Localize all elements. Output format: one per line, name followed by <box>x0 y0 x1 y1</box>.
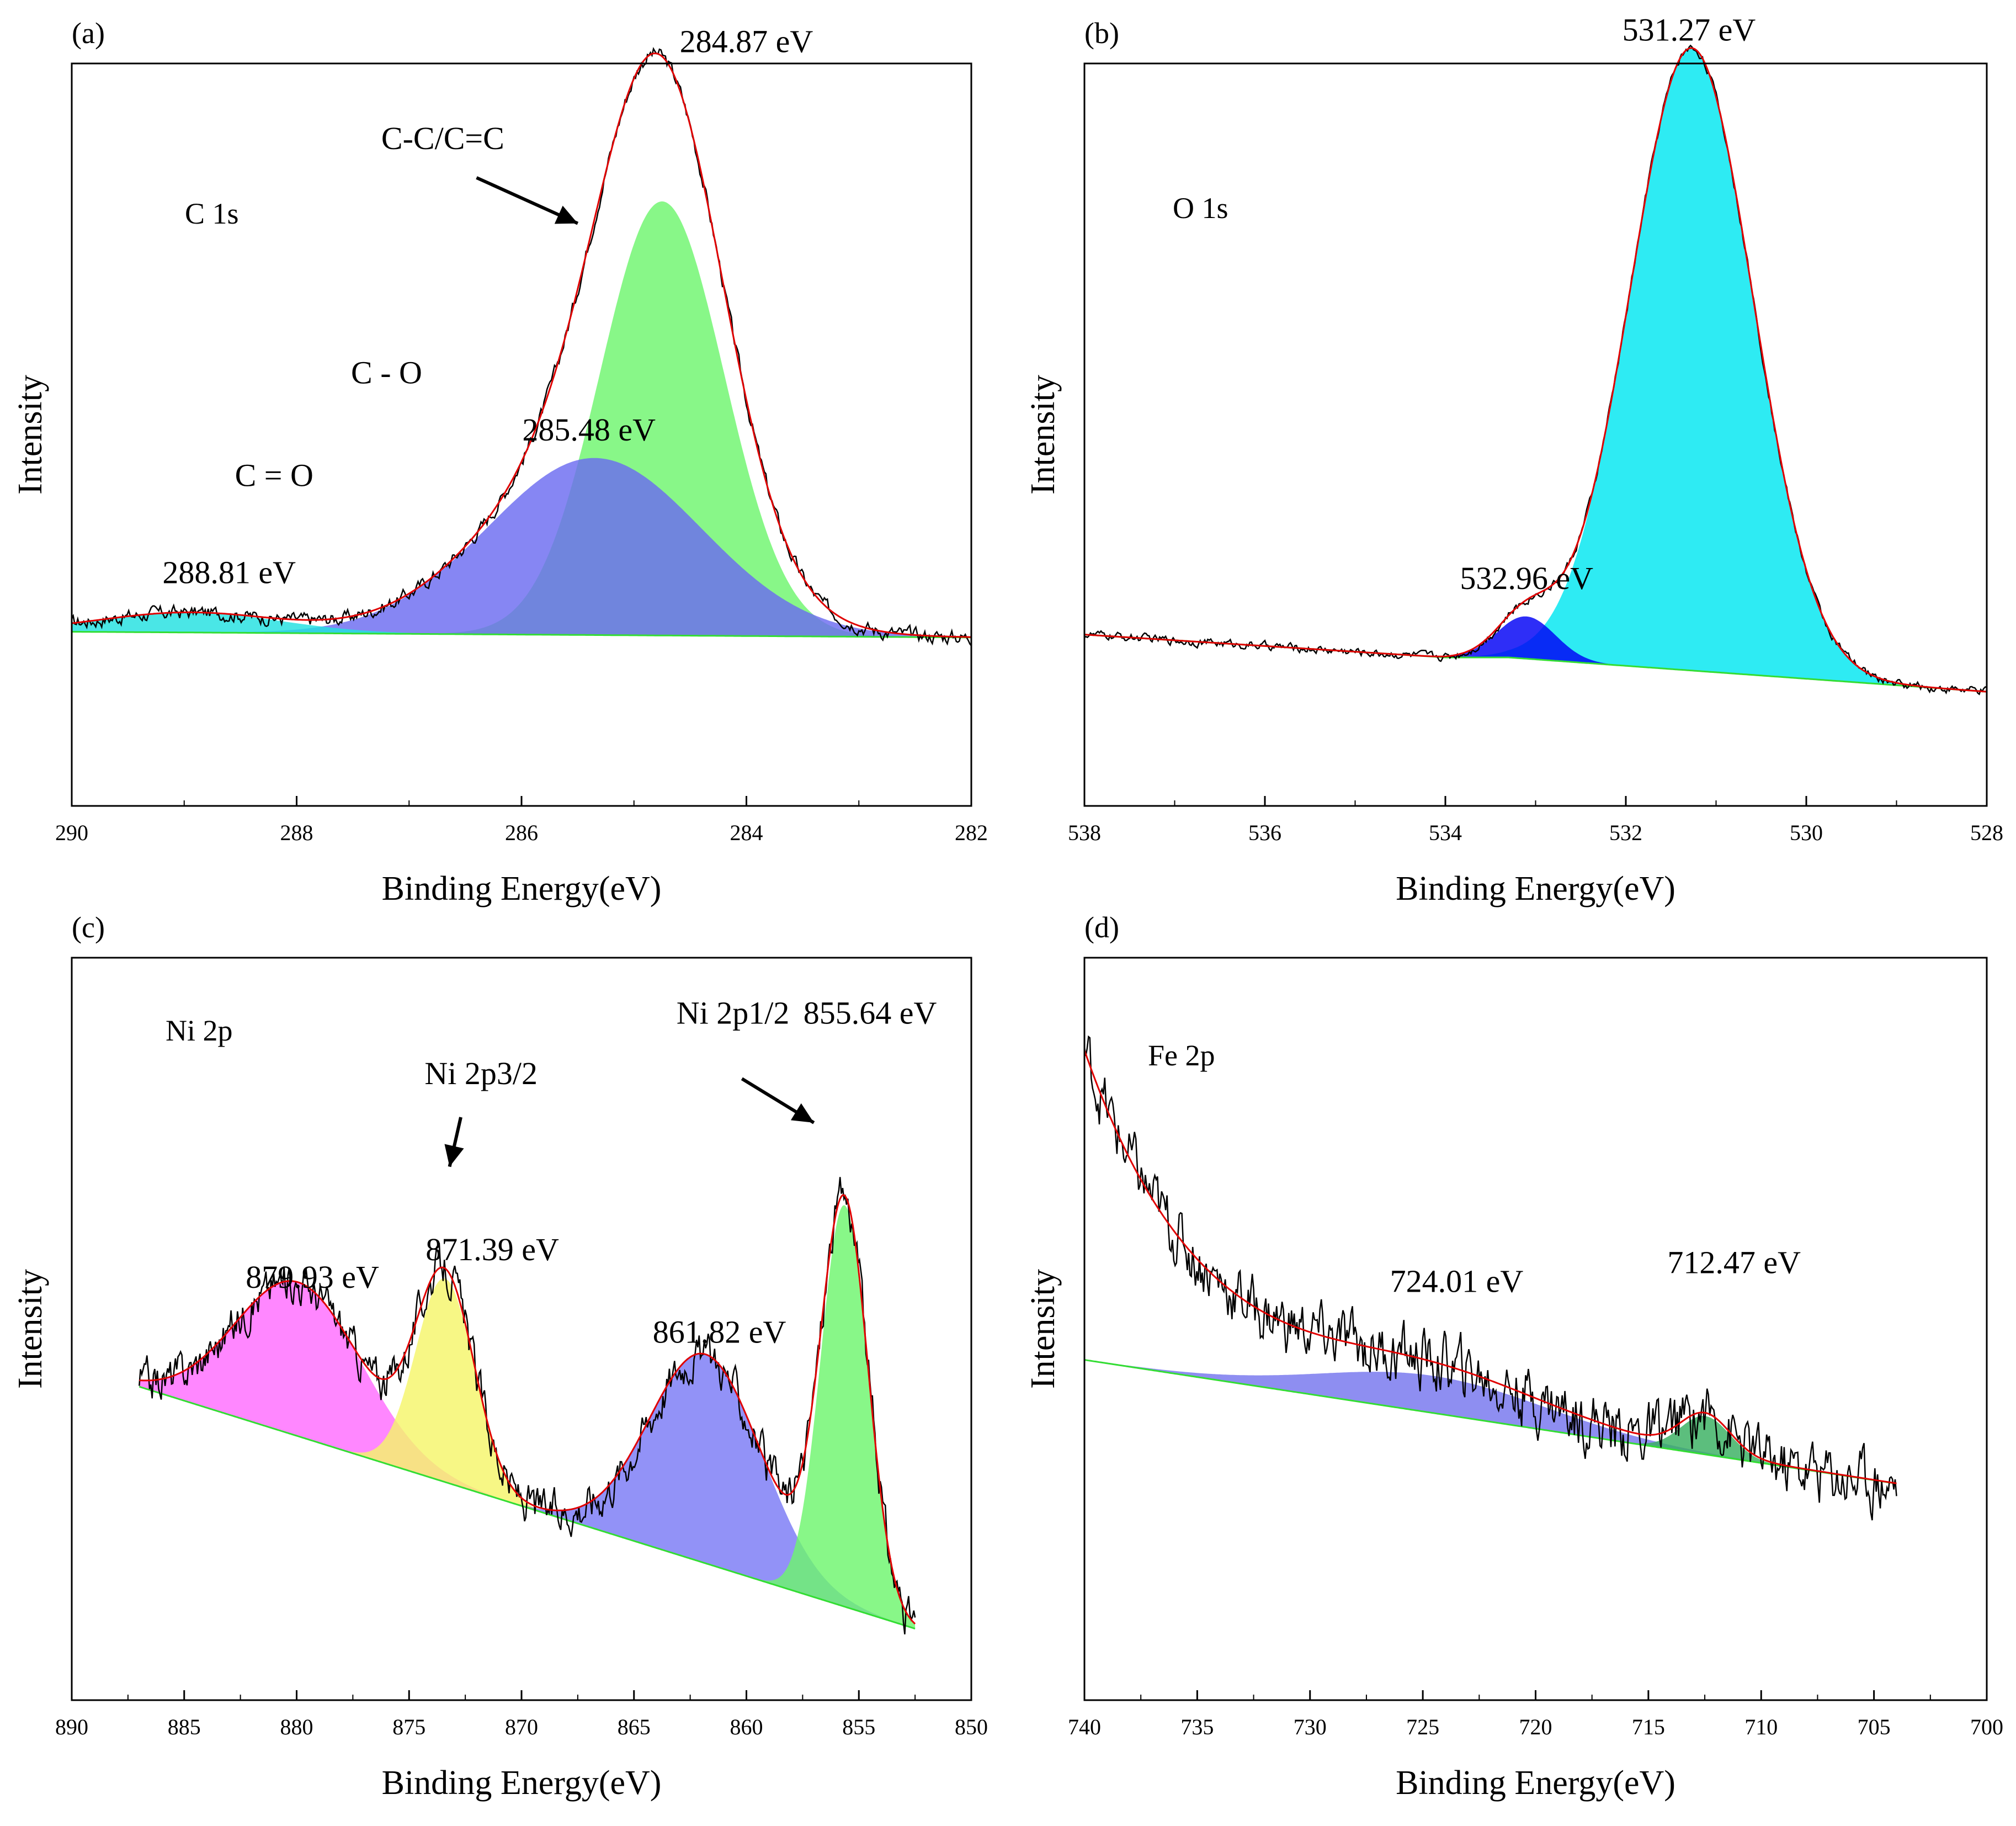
panel-a-annotation-2: C-C/C=C <box>381 120 504 156</box>
panel-c-component-4 <box>139 1205 916 1629</box>
panel-c-annotation-2: 855.64 eV <box>804 995 937 1031</box>
panel-c-raw-data-line <box>139 1177 916 1634</box>
panel-b-component-2 <box>1084 616 1987 692</box>
panel-c-arrow-head-1 <box>444 1144 464 1167</box>
panel-c-element-label: Ni 2p <box>166 1014 233 1047</box>
panel-c-x-tick-label: 855 <box>842 1714 875 1739</box>
panel-b-annotation-1: 531.27 eV <box>1623 12 1756 48</box>
panel-b-letter: (b) <box>1084 17 1119 50</box>
panel-b-fit-envelope-line <box>1084 47 1987 693</box>
panel-c-annotation-4: 879.93 eV <box>246 1259 379 1295</box>
panel-a-y-axis-title: Intensity <box>12 375 49 495</box>
panel-d-x-tick-label: 710 <box>1744 1714 1778 1739</box>
panel-a-component-3 <box>72 612 971 638</box>
panel-b-frame <box>1083 62 1988 807</box>
panel-b-x-tick-label: 532 <box>1609 820 1642 845</box>
panel-d-x-tick-label: 705 <box>1858 1714 1891 1739</box>
panel-b-x-tick-label: 536 <box>1248 820 1281 845</box>
panel-b-x-tick-label: 534 <box>1429 820 1462 845</box>
panel-a-element-label: C 1s <box>185 197 239 230</box>
panel-d-raw-data-line <box>1083 1035 1897 1521</box>
panel-c-baseline <box>139 1386 916 1629</box>
panel-b-element-label: O 1s <box>1173 192 1228 225</box>
panel-c-x-tick-label: 890 <box>55 1714 88 1739</box>
panel-a-annotation-1: 284.87 eV <box>680 23 813 59</box>
panel-a-annotation-3: C - O <box>351 354 422 390</box>
panel-a: 290 288 286 284 282 Binding Energy(eV) Intensi… <box>12 17 988 907</box>
panel-b-x-tick-label: 528 <box>1970 820 2003 845</box>
panel-b-y-axis-title: Intensity <box>1024 375 1062 495</box>
panel-b-component-1 <box>1084 48 1987 692</box>
panel-c-fit-envelope-line <box>139 1194 916 1625</box>
panel-d-x-tick-label: 735 <box>1180 1714 1214 1739</box>
panel-c-y-axis-title: Intensity <box>12 1269 49 1389</box>
panel-a-x-tick-label: 286 <box>505 820 538 845</box>
panel-b-x-axis-title: Binding Energy(eV) <box>1396 870 1675 907</box>
panel-a-frame <box>71 62 972 807</box>
panel-b-x-tick-label: 530 <box>1790 820 1823 845</box>
panel-d: 740 735 730 725 720 715 710 705 700 Binding Energ… <box>1024 911 2003 1802</box>
panel-b-annotation-3: 532.96 eV <box>1460 560 1593 596</box>
panel-d-annotation-1: 724.01 eV <box>1390 1263 1524 1299</box>
panel-a-letter: (a) <box>72 17 105 50</box>
panel-c-x-tick-label: 850 <box>955 1714 988 1739</box>
panel-d-x-tick-label: 700 <box>1970 1714 2003 1739</box>
panel-c-annotation-1: Ni 2p1/2 <box>677 995 790 1031</box>
panel-d-y-axis-title: Intensity <box>1024 1269 1062 1389</box>
panel-c-letter: (c) <box>72 911 105 944</box>
panel-d-x-tick-label: 715 <box>1632 1714 1665 1739</box>
panel-c-x-tick-label: 875 <box>392 1714 425 1739</box>
panel-b: 538 536 534 532 530 528 Binding Energy(eV) Inte… <box>1024 12 2003 907</box>
panel-a-x-tick-label: 290 <box>55 820 88 845</box>
panel-d-x-tick-label: 720 <box>1519 1714 1552 1739</box>
panel-a-x-axis-title: Binding Energy(eV) <box>382 870 662 907</box>
panel-d-frame <box>1083 957 1988 1701</box>
panel-c-x-tick-label: 865 <box>618 1714 651 1739</box>
panel-c-annotation-6: 861.82 eV <box>653 1314 786 1350</box>
panel-d-letter: (d) <box>1084 911 1119 944</box>
panel-c-component-3 <box>139 1353 916 1629</box>
panel-d-x-tick-label: 725 <box>1406 1714 1439 1739</box>
panel-a-annotation-6: 288.81 eV <box>162 555 296 591</box>
panel-c-annotation-5: 871.39 eV <box>425 1232 559 1267</box>
panel-b-raw-data-line <box>1084 44 1987 696</box>
panel-a-x-tick-label: 288 <box>280 820 313 845</box>
panel-c-x-tick-label: 870 <box>505 1714 538 1739</box>
panel-c-x-tick-label: 860 <box>730 1714 763 1739</box>
panel-a-baseline <box>71 630 971 639</box>
panel-c-x-tick-label: 885 <box>168 1714 201 1739</box>
panel-d-x-tick-label: 740 <box>1068 1714 1101 1739</box>
panel-a-x-tick-label: 282 <box>955 820 988 845</box>
panel-d-annotation-2: 712.47 eV <box>1667 1245 1801 1281</box>
panel-a-annotation-5: C = O <box>235 458 313 493</box>
panel-d-element-label: Fe 2p <box>1148 1039 1215 1072</box>
panel-c-component-1 <box>139 1281 916 1629</box>
panel-a-fit-envelope-line <box>71 52 971 638</box>
panel-d-fit-envelope-line <box>1083 1050 1897 1484</box>
panel-a-arrow-head-1 <box>554 205 578 224</box>
panel-b-x-tick-label: 538 <box>1068 820 1101 845</box>
panel-a-component-1 <box>72 201 971 638</box>
panel-a-x-tick-label: 284 <box>730 820 763 845</box>
panel-c-annotation-3: Ni 2p3/2 <box>424 1055 538 1091</box>
panel-d-x-axis-title: Binding Energy(eV) <box>1396 1764 1675 1802</box>
panel-c-arrow-head-2 <box>790 1103 814 1123</box>
panel-d-x-tick-label: 730 <box>1294 1714 1327 1739</box>
panel-a-annotation-4: 285.48 eV <box>522 412 656 448</box>
panel-c-x-tick-label: 880 <box>280 1714 313 1739</box>
panel-c: 890 885 880 875 870 865 860 855 850 Binding Energ… <box>12 911 988 1802</box>
panel-a-component-2 <box>72 458 971 638</box>
panel-c-x-axis-title: Binding Energy(eV) <box>382 1764 662 1802</box>
